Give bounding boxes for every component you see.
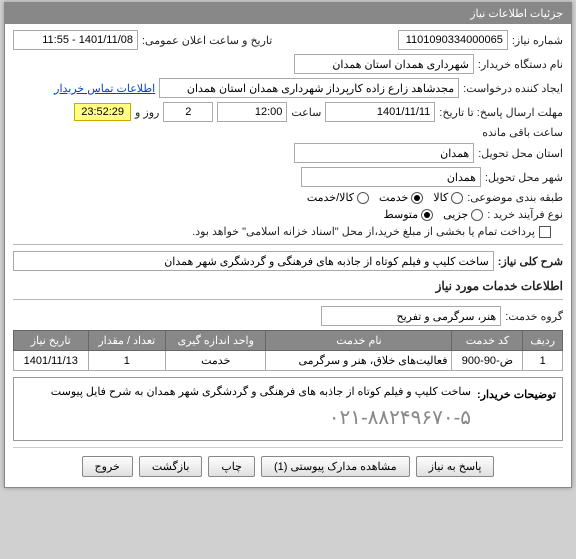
pkg-label: طبقه بندی موضوعی: (467, 191, 563, 204)
group-field[interactable] (321, 306, 501, 326)
exit-button[interactable]: خروج (82, 456, 133, 477)
print-button[interactable]: چاپ (208, 456, 255, 477)
window-title: جزئیات اطلاعات نیاز (470, 7, 563, 20)
buyer-note-line1: ساخت کلیپ و فیلم کوتاه از جاذبه های فرهن… (20, 384, 471, 402)
pkg-both-option[interactable]: کالا/خدمت (307, 191, 369, 204)
radio-icon (421, 209, 433, 221)
titlebar: جزئیات اطلاعات نیاز (5, 3, 571, 24)
radio-icon (451, 192, 463, 204)
td-qty: 1 (88, 351, 166, 371)
checkbox-icon[interactable] (539, 226, 551, 238)
th-qty: تعداد / مقدار (88, 331, 166, 351)
buytype-label: نوع فرآیند خرید : (487, 208, 563, 221)
th-date: تاریخ نیاز (14, 331, 89, 351)
buytype-partial-label: جزیی (443, 208, 468, 221)
td-name: فعالیت‌های خلاق، هنر و سرگرمی (266, 351, 452, 371)
button-bar: پاسخ به نیاز مشاهده مدارک پیوستی (1) چاپ… (13, 447, 563, 481)
pkg-goods-option[interactable]: کالا (433, 191, 463, 204)
desc-label: شرح کلی نیاز: (498, 255, 563, 268)
td-unit: خدمت (166, 351, 266, 371)
buytype-partial-option[interactable]: جزیی (443, 208, 483, 221)
city-label: شهر محل تحویل: (485, 171, 563, 184)
contact-link[interactable]: اطلاعات تماس خریدار (54, 82, 155, 95)
announce-field[interactable] (13, 30, 138, 50)
th-row: ردیف (523, 331, 563, 351)
radio-icon (471, 209, 483, 221)
province-field[interactable] (294, 143, 474, 163)
buytype-medium-label: متوسط (384, 208, 419, 221)
th-name: نام خدمت (266, 331, 452, 351)
attachments-button[interactable]: مشاهده مدارک پیوستی (1) (261, 456, 410, 477)
buyer-field[interactable] (294, 54, 474, 74)
services-section-title: اطلاعات خدمات مورد نیاز (13, 279, 563, 293)
deadline-time-field[interactable] (217, 102, 287, 122)
table-row[interactable]: 1 ض-90-900 فعالیت‌های خلاق، هنر و سرگرمی… (14, 351, 563, 371)
radio-icon (411, 192, 423, 204)
services-table: ردیف کد خدمت نام خدمت واحد اندازه گیری ت… (13, 330, 563, 371)
td-date: 1401/11/13 (14, 351, 89, 371)
back-button[interactable]: بازگشت (139, 456, 203, 477)
divider (13, 244, 563, 245)
deadline-label: مهلت ارسال پاسخ: تا تاریخ: (439, 106, 563, 119)
buyer-note-box: توضیحات خریدار: ساخت کلیپ و فیلم کوتاه ا… (13, 377, 563, 441)
remain-days-field[interactable] (163, 102, 213, 122)
pkg-service-label: خدمت (379, 191, 408, 204)
group-label: گروه خدمت: (505, 310, 563, 323)
day-label: روز و (135, 106, 159, 119)
buyer-note-phone: ۰۲۱-۸۸۲۴۹۶۷۰-۵ (20, 402, 471, 434)
requester-field[interactable] (159, 78, 459, 98)
buyer-note-text: ساخت کلیپ و فیلم کوتاه از جاذبه های فرهن… (20, 384, 471, 434)
details-window: جزئیات اطلاعات نیاز شماره نیاز: تاریخ و … (4, 2, 572, 488)
need-no-label: شماره نیاز: (512, 34, 563, 47)
province-label: استان محل تحویل: (478, 147, 563, 160)
announce-label: تاریخ و ساعت اعلان عمومی: (142, 34, 272, 47)
buyer-label: نام دستگاه خریدار: (478, 58, 563, 71)
radio-icon (357, 192, 369, 204)
pkg-service-option[interactable]: خدمت (379, 191, 423, 204)
remain-label: ساعت باقی مانده (482, 126, 563, 139)
pkg-radio-group: کالا خدمت کالا/خدمت (307, 191, 463, 204)
content-area: شماره نیاز: تاریخ و ساعت اعلان عمومی: نا… (5, 24, 571, 487)
pkg-goods-label: کالا (433, 191, 448, 204)
need-no-field[interactable] (398, 30, 508, 50)
time-label: ساعت (291, 106, 321, 119)
buytype-medium-option[interactable]: متوسط (384, 208, 434, 221)
buyer-note-label: توضیحات خریدار: (477, 384, 556, 434)
pkg-both-label: کالا/خدمت (307, 191, 354, 204)
divider (13, 299, 563, 300)
reply-button[interactable]: پاسخ به نیاز (416, 456, 495, 477)
buytype-radio-group: جزیی متوسط (384, 208, 484, 221)
city-field[interactable] (301, 167, 481, 187)
remain-time-highlight: 23:52:29 (74, 103, 131, 121)
th-unit: واحد اندازه گیری (166, 331, 266, 351)
deadline-date-field[interactable] (325, 102, 435, 122)
table-header-row: ردیف کد خدمت نام خدمت واحد اندازه گیری ت… (14, 331, 563, 351)
requester-label: ایجاد کننده درخواست: (463, 82, 563, 95)
pay-note: پرداخت تمام یا بخشی از مبلغ خرید،از محل … (192, 225, 535, 238)
td-row: 1 (523, 351, 563, 371)
th-code: کد خدمت (452, 331, 523, 351)
desc-field[interactable] (13, 251, 494, 271)
td-code: ض-90-900 (452, 351, 523, 371)
